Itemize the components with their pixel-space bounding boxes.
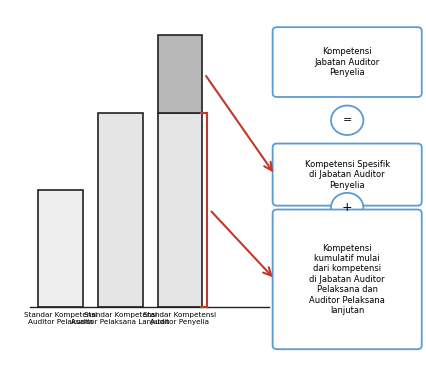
Circle shape bbox=[331, 106, 363, 135]
Text: Standar Kompetensi
Auditor Penyelia: Standar Kompetensi Auditor Penyelia bbox=[144, 312, 216, 326]
Text: Kompetensi
Jabatan Auditor
Penyelia: Kompetensi Jabatan Auditor Penyelia bbox=[314, 47, 380, 77]
FancyBboxPatch shape bbox=[158, 35, 202, 113]
Text: +: + bbox=[342, 201, 352, 214]
Text: Kompetensi
kumulatif mulai
dari kompetensi
di Jabatan Auditor
Pelaksana dan
Audi: Kompetensi kumulatif mulai dari kompeten… bbox=[309, 244, 385, 315]
Text: =: = bbox=[343, 115, 352, 125]
FancyBboxPatch shape bbox=[98, 113, 143, 307]
Text: Standar Kompetensi
Auditor Pelaksana Lanjutan: Standar Kompetensi Auditor Pelaksana Lan… bbox=[71, 312, 170, 326]
FancyBboxPatch shape bbox=[273, 210, 422, 349]
FancyBboxPatch shape bbox=[273, 144, 422, 206]
FancyBboxPatch shape bbox=[38, 190, 83, 307]
Text: Kompetensi Spesifik
di Jabatan Auditor
Penyelia: Kompetensi Spesifik di Jabatan Auditor P… bbox=[305, 160, 390, 189]
FancyBboxPatch shape bbox=[273, 27, 422, 97]
Text: Standar Kompetensi
Auditor Pelaksana: Standar Kompetensi Auditor Pelaksana bbox=[24, 312, 97, 326]
FancyBboxPatch shape bbox=[158, 113, 202, 307]
Circle shape bbox=[331, 193, 363, 222]
